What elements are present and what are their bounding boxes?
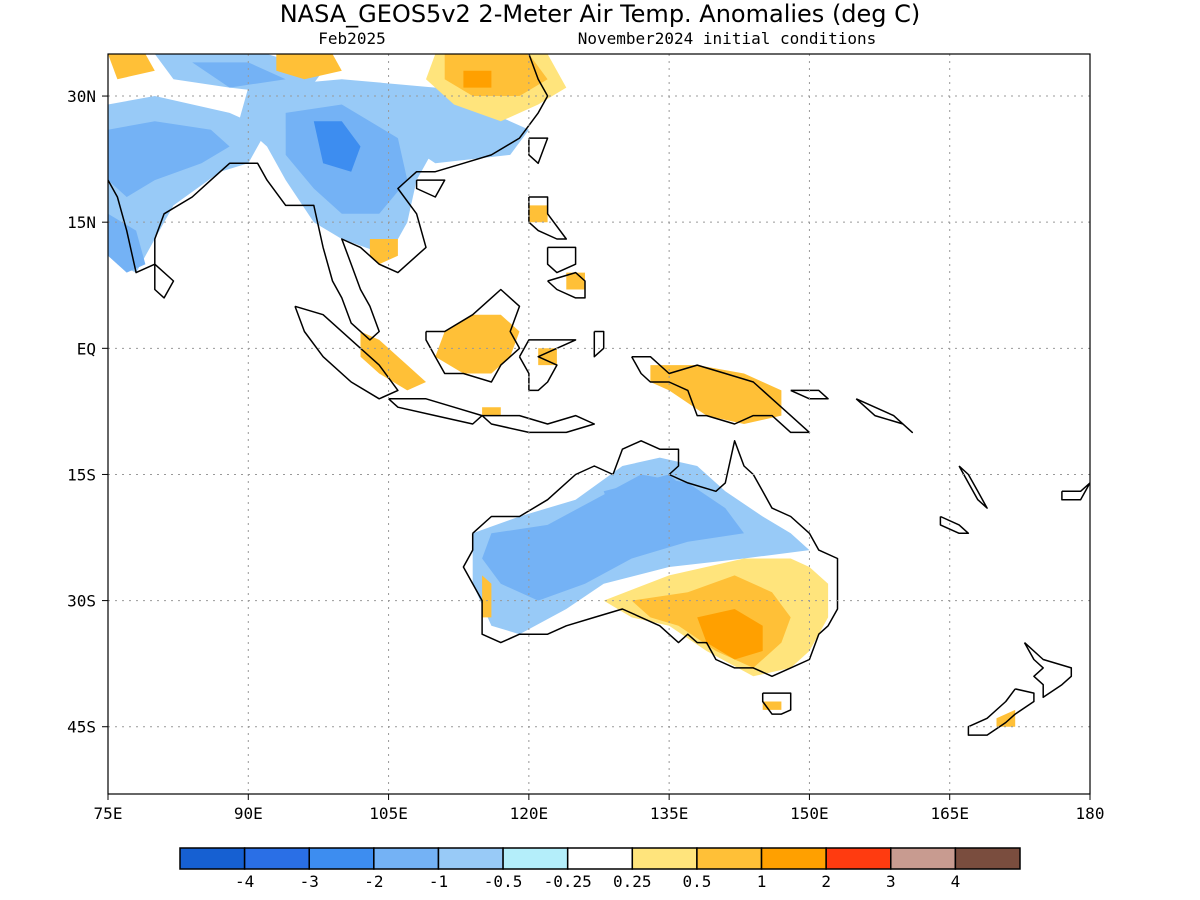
anomaly-region-tibet-cooler	[192, 62, 286, 88]
axis-tick-labels: 75E 90E 105E 120E 135E 150E 165E 180 30N 15N EQ 15S…	[67, 87, 1104, 823]
coastline-borneo	[425, 288, 521, 383]
map-title: NASA_GEOS5v2 2-Meter Air Temp. Anomalies…	[280, 0, 921, 28]
coastline-nz-south	[967, 688, 1035, 736]
colorbar-swatch-4	[437, 847, 504, 870]
map-subtitle-right: November2024 initial conditions	[578, 29, 877, 48]
anomaly-region-sumatra-warm	[360, 331, 426, 391]
anomaly-region-java-warm	[482, 407, 501, 416]
tick-label-lat-15: 15N	[67, 213, 96, 232]
colorbar-label-2: -2	[364, 872, 383, 891]
coastline-hainan	[415, 179, 446, 198]
anomaly-region-india-cooler	[108, 121, 230, 197]
coastline-sumatra	[294, 305, 399, 400]
colorbar-swatch-8	[696, 847, 763, 870]
colorbar: -4 -3 -2 -1 -0.5 -0.25 0.25 0.5 1 2 3 4	[179, 847, 1021, 891]
coastline-solomons	[855, 398, 914, 434]
colorbar-label-10: 3	[886, 872, 896, 891]
coastline-australia	[462, 440, 839, 678]
tick-label-lon-135: 135E	[650, 804, 689, 823]
tick-label-lat--30: 30S	[67, 592, 96, 611]
coastline-mindanao	[547, 271, 586, 299]
tick-label-lat--45: 45S	[67, 718, 96, 737]
tick-label-lon-165: 165E	[930, 804, 969, 823]
anomaly-region-yunnan-cold	[313, 121, 361, 172]
coastline-new-guinea	[631, 355, 811, 434]
colorbar-swatch-10	[825, 847, 892, 870]
anomaly-region-aus-southwest-warm	[482, 575, 492, 618]
colorbar-swatch-1	[243, 847, 310, 870]
colorbar-swatch-7	[631, 847, 698, 870]
colorbar-label-9: 2	[821, 872, 831, 891]
coastline-visayas	[546, 246, 577, 274]
colorbar-swatch-9	[760, 847, 827, 870]
anomaly-region-luzon-warm	[528, 205, 548, 223]
colorbar-label-11: 4	[951, 872, 961, 891]
tick-label-lon-150: 150E	[790, 804, 829, 823]
anomaly-region-aus-warmest	[697, 609, 763, 660]
colorbar-label-6: 0.25	[613, 872, 652, 891]
coastline-luzon	[528, 196, 568, 240]
colorbar-swatch-3	[373, 847, 440, 870]
coastline-tasmania	[761, 692, 792, 715]
coastline-taiwan	[528, 137, 549, 165]
colorbar-label-1: -3	[300, 872, 319, 891]
tick-label-lon-180: 180	[1076, 804, 1105, 823]
tick-label-lat-0: EQ	[77, 339, 96, 358]
anomaly-region-india-southwest	[108, 213, 146, 273]
anomaly-region-himalaya-warm	[276, 54, 342, 80]
colorbar-swatch-0	[179, 847, 246, 870]
colorbar-label-5: -0.25	[544, 872, 592, 891]
anomaly-region-cambodia-warm	[369, 239, 398, 265]
colorbar-swatch-6	[566, 847, 634, 870]
grid-lines	[108, 54, 1090, 794]
anomaly-region-sulawesi-warm	[538, 348, 557, 366]
colorbar-label-7: 0.5	[682, 872, 711, 891]
anomaly-region-borneo-warm	[435, 314, 520, 374]
map-subtitle-left: Feb2025	[318, 29, 385, 48]
colorbar-label-8: 1	[757, 872, 767, 891]
anomaly-region-china-warmest	[463, 70, 492, 88]
colorbar-swatch-2	[308, 847, 375, 870]
coastline-layer	[108, 54, 1090, 736]
anomaly-region-pakistan-warm	[108, 54, 155, 80]
coastline-lesser-sunda	[481, 414, 596, 434]
colorbar-swatch-11	[890, 847, 957, 870]
colorbar-label-4: -0.5	[484, 872, 523, 891]
anomaly-region-nz-warm	[996, 709, 1016, 727]
coastline-srilanka	[154, 263, 175, 299]
colorbar-label-3: -1	[429, 872, 448, 891]
coastline-halmahera	[593, 330, 605, 358]
colorbar-swatch-5	[502, 847, 569, 870]
tick-label-lon-90: 90E	[234, 804, 263, 823]
coastline-fiji	[1061, 482, 1090, 501]
tick-label-lon-75: 75E	[94, 804, 123, 823]
tick-label-lat--15: 15S	[67, 465, 96, 484]
coastline-nz-north	[1023, 642, 1073, 699]
anomaly-fill-layer	[108, 54, 1016, 727]
tick-label-lon-120: 120E	[510, 804, 549, 823]
colorbar-label-0: -4	[235, 872, 254, 891]
tick-label-lon-105: 105E	[369, 804, 408, 823]
plot-frame	[107, 53, 1091, 795]
coastline-java	[388, 398, 483, 425]
coastline-new-caledonia	[939, 515, 970, 535]
anomaly-region-aus-inner-cool	[603, 474, 698, 517]
coastline-sulawesi	[518, 339, 577, 392]
anomaly-region-china-cool	[341, 79, 529, 164]
coastline-vanuatu	[958, 465, 988, 509]
tick-label-lat-30: 30N	[67, 87, 96, 106]
colorbar-swatch-12	[954, 847, 1021, 870]
coastline-india-coast	[108, 54, 549, 341]
